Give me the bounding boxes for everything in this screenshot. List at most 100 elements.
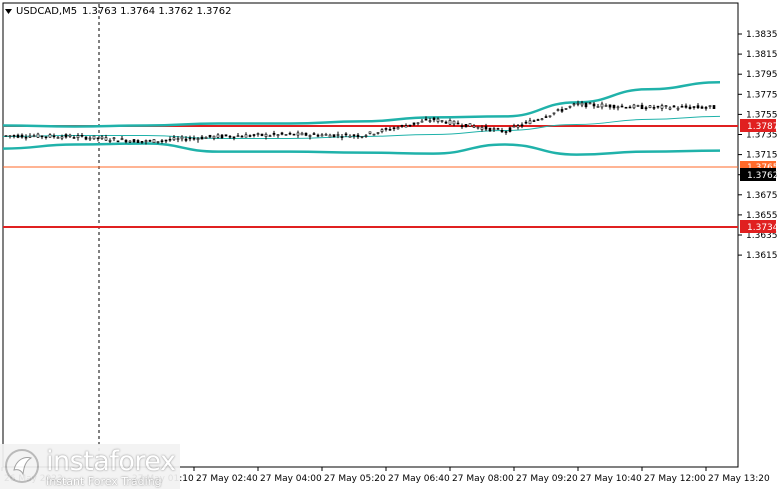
price-tick-label: 1.3635 — [746, 231, 778, 241]
candle-body — [680, 105, 684, 108]
candle-body — [12, 134, 16, 137]
middle-bollinger-band — [2, 115, 721, 140]
candle-body — [612, 104, 616, 109]
candle-body — [296, 132, 300, 136]
time-tick-label: 27 May 02:40 — [196, 474, 258, 484]
support-price-tag-text: 1.3734 — [747, 223, 779, 233]
candle-body — [40, 135, 44, 138]
candle-body — [668, 107, 672, 110]
time-tick-label: 27 May 13:20 — [708, 474, 770, 484]
candle-body — [432, 117, 436, 121]
candles — [4, 100, 716, 145]
candle-body — [340, 136, 344, 138]
candle-body — [604, 105, 608, 107]
candle-body — [520, 124, 524, 127]
candle-body — [424, 118, 428, 121]
candle-body — [544, 116, 548, 118]
candle-body — [656, 105, 660, 108]
candle-body — [512, 125, 516, 128]
candle-body — [596, 106, 600, 108]
chart-frame — [2, 2, 739, 468]
candle-body — [516, 125, 520, 128]
candle-body — [20, 134, 24, 138]
candle-body — [236, 135, 240, 138]
candle-body — [472, 125, 476, 128]
current-price-tag-text: 1.3762 — [747, 171, 779, 181]
candle-body — [580, 102, 584, 106]
candle-body — [564, 108, 568, 110]
candle-body — [288, 132, 292, 135]
candle-body — [52, 135, 56, 138]
candle-body — [292, 133, 296, 136]
time-tick-label: 27 May 06:40 — [388, 474, 450, 484]
candle-body — [508, 127, 512, 132]
candle-body — [504, 131, 508, 133]
candle-body — [328, 134, 332, 138]
candle-body — [140, 141, 144, 143]
candle-body — [496, 128, 500, 130]
candle-body — [208, 134, 212, 138]
candle-body — [556, 109, 560, 111]
candle-body — [212, 135, 216, 139]
candle-body — [136, 140, 140, 143]
candle-body — [688, 106, 692, 109]
candle-body — [88, 137, 92, 140]
candle-body — [336, 134, 340, 136]
candle-body — [300, 132, 304, 136]
candle-body — [488, 127, 492, 132]
candle-body — [48, 134, 52, 138]
candle-body — [168, 138, 172, 141]
candle-body — [416, 122, 420, 124]
ohlc-values: 1.3763 1.3764 1.3762 1.3762 — [82, 6, 232, 17]
candle-body — [180, 136, 184, 140]
candle-body — [608, 104, 612, 108]
triangle-down-icon[interactable] — [5, 9, 12, 14]
candle-body — [204, 136, 208, 139]
candle-body — [632, 104, 636, 109]
resistance-price-tag-text: 1.3787 — [747, 122, 779, 132]
candle-body — [524, 121, 528, 124]
time-tick-label: 27 May 04:00 — [260, 474, 322, 484]
candle-body — [704, 107, 708, 109]
candle-body — [72, 137, 76, 139]
candle-body — [320, 134, 324, 137]
candle-body — [684, 105, 688, 108]
candle-body — [592, 103, 596, 107]
candle-body — [316, 134, 320, 137]
candle-body — [96, 137, 100, 140]
candle-body — [32, 135, 36, 138]
candle-body — [636, 105, 640, 107]
candle-body — [36, 133, 40, 138]
candle-body — [304, 132, 308, 136]
lower-bollinger-band — [2, 142, 721, 156]
candle-body — [332, 134, 336, 138]
candle-body — [244, 134, 248, 138]
candle-body — [100, 136, 104, 139]
candle-body — [628, 106, 632, 109]
candle-body — [536, 119, 540, 121]
candle-body — [44, 136, 48, 139]
brand-name: instaforex — [46, 446, 176, 477]
candle-body — [84, 136, 88, 140]
candle-body — [348, 135, 352, 138]
candle-body — [156, 141, 160, 143]
candle-body — [132, 139, 136, 143]
candle-body — [456, 122, 460, 125]
candle-body — [92, 135, 96, 140]
candle-body — [4, 135, 8, 137]
candle-body — [396, 127, 400, 130]
candle-body — [312, 133, 316, 135]
candle-body — [264, 133, 268, 137]
price-tick-label: 1.3755 — [746, 110, 778, 120]
price-tick-label: 1.3715 — [746, 151, 778, 161]
resistance-price-tag — [740, 119, 776, 132]
candle-body — [216, 134, 220, 138]
brand-tagline: Instant Forex Trading — [46, 475, 162, 488]
current-price-tag — [740, 168, 776, 181]
candle-body — [368, 131, 372, 134]
time-tick-label: 27 May 12:00 — [644, 474, 706, 484]
candle-body — [548, 115, 552, 118]
candle-body — [492, 128, 496, 130]
candle-body — [644, 107, 648, 110]
